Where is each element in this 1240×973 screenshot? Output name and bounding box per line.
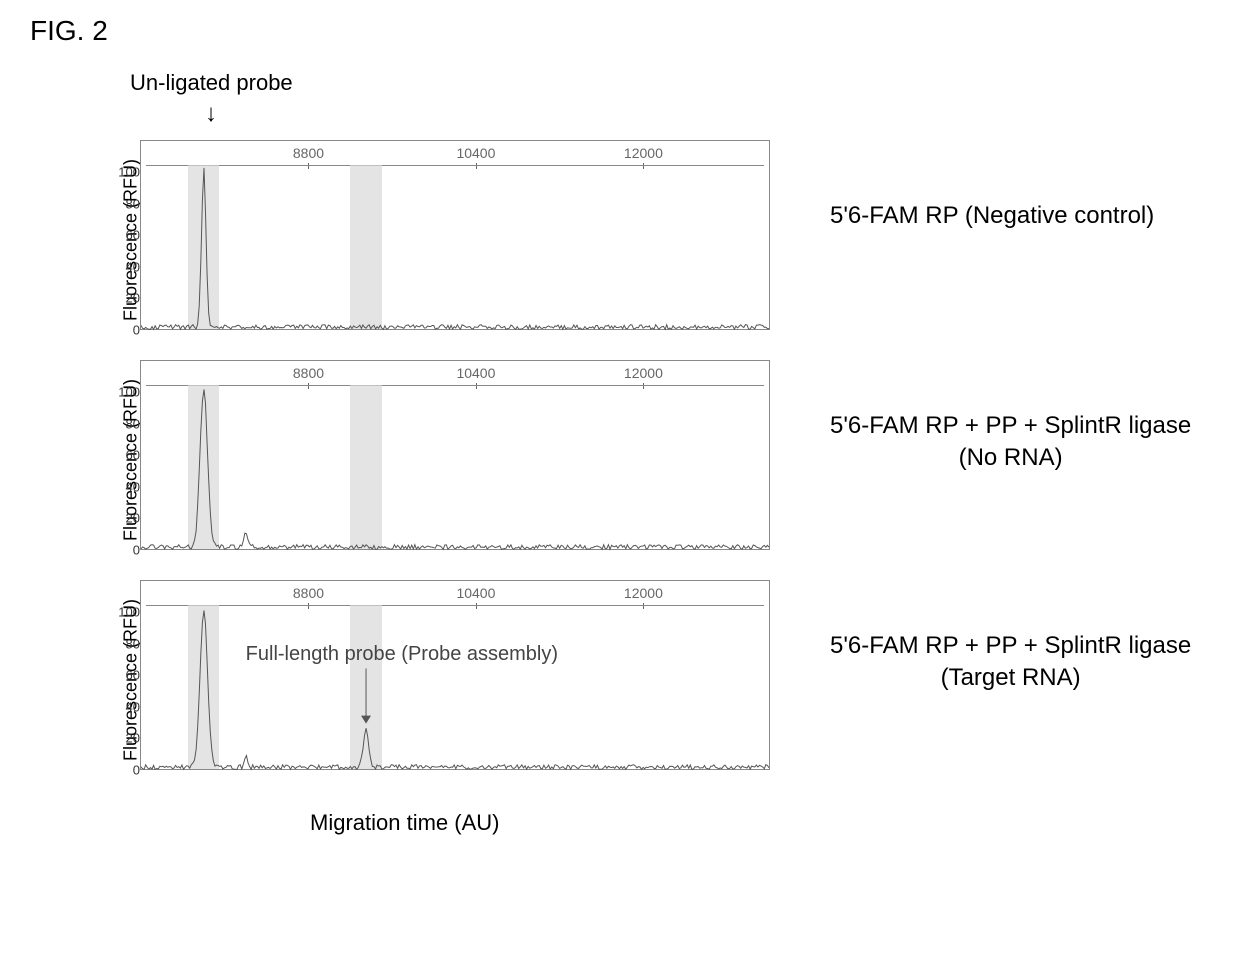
- chart-panel: Fluorescence (RFU)0204060801008800104001…: [60, 350, 810, 570]
- y-tick: 80: [105, 636, 140, 651]
- panel-description: 5'6-FAM RP (Negative control): [830, 200, 1154, 232]
- x-tick: 12000: [624, 365, 663, 381]
- y-tick: 80: [105, 196, 140, 211]
- x-tick: 8800: [293, 585, 324, 601]
- panel-description: 5'6-FAM RP + PP + SplintR ligase(Target …: [830, 630, 1191, 695]
- x-tick: 10400: [456, 585, 495, 601]
- y-tick: 20: [105, 511, 140, 526]
- y-tick: 60: [105, 448, 140, 463]
- y-tick: 60: [105, 228, 140, 243]
- unligated-probe-label: Un-ligated probe: [130, 70, 293, 96]
- x-tick: 12000: [624, 145, 663, 161]
- y-tick: 80: [105, 416, 140, 431]
- y-tick: 40: [105, 259, 140, 274]
- chart-area: 8800 10400 12000: [140, 360, 770, 550]
- y-tick: 40: [105, 699, 140, 714]
- x-tick: 10400: [456, 365, 495, 381]
- y-tick: 0: [105, 543, 140, 558]
- chart-area: 8800 10400 12000: [140, 140, 770, 330]
- y-tick: 100: [105, 384, 140, 399]
- electropherogram-trace: [141, 165, 769, 331]
- chart-area: 88001040012000Full-length probe (Probe a…: [140, 580, 770, 770]
- chart-panel: Fluorescence (RFU)0204060801008800104001…: [60, 570, 810, 790]
- y-tick: 100: [105, 164, 140, 179]
- x-axis-label: Migration time (AU): [310, 810, 499, 836]
- y-tick: 0: [105, 323, 140, 338]
- figure-label: FIG. 2: [30, 15, 108, 47]
- x-tick: 12000: [624, 585, 663, 601]
- y-tick: 100: [105, 604, 140, 619]
- x-tick: 8800: [293, 365, 324, 381]
- panels-container: Fluorescence (RFU)0204060801008800104001…: [60, 130, 810, 790]
- panel-description: 5'6-FAM RP + PP + SplintR ligase(No RNA): [830, 410, 1191, 475]
- y-tick: 20: [105, 731, 140, 746]
- electropherogram-trace: [141, 385, 769, 551]
- annotation-arrow-icon: [141, 605, 769, 771]
- arrow-down-icon: ↓: [205, 100, 217, 128]
- y-tick: 20: [105, 291, 140, 306]
- y-tick: 60: [105, 668, 140, 683]
- chart-panel: Fluorescence (RFU)0204060801008800104001…: [60, 130, 810, 350]
- x-tick: 10400: [456, 145, 495, 161]
- y-tick: 0: [105, 763, 140, 778]
- x-tick: 8800: [293, 145, 324, 161]
- y-tick: 40: [105, 479, 140, 494]
